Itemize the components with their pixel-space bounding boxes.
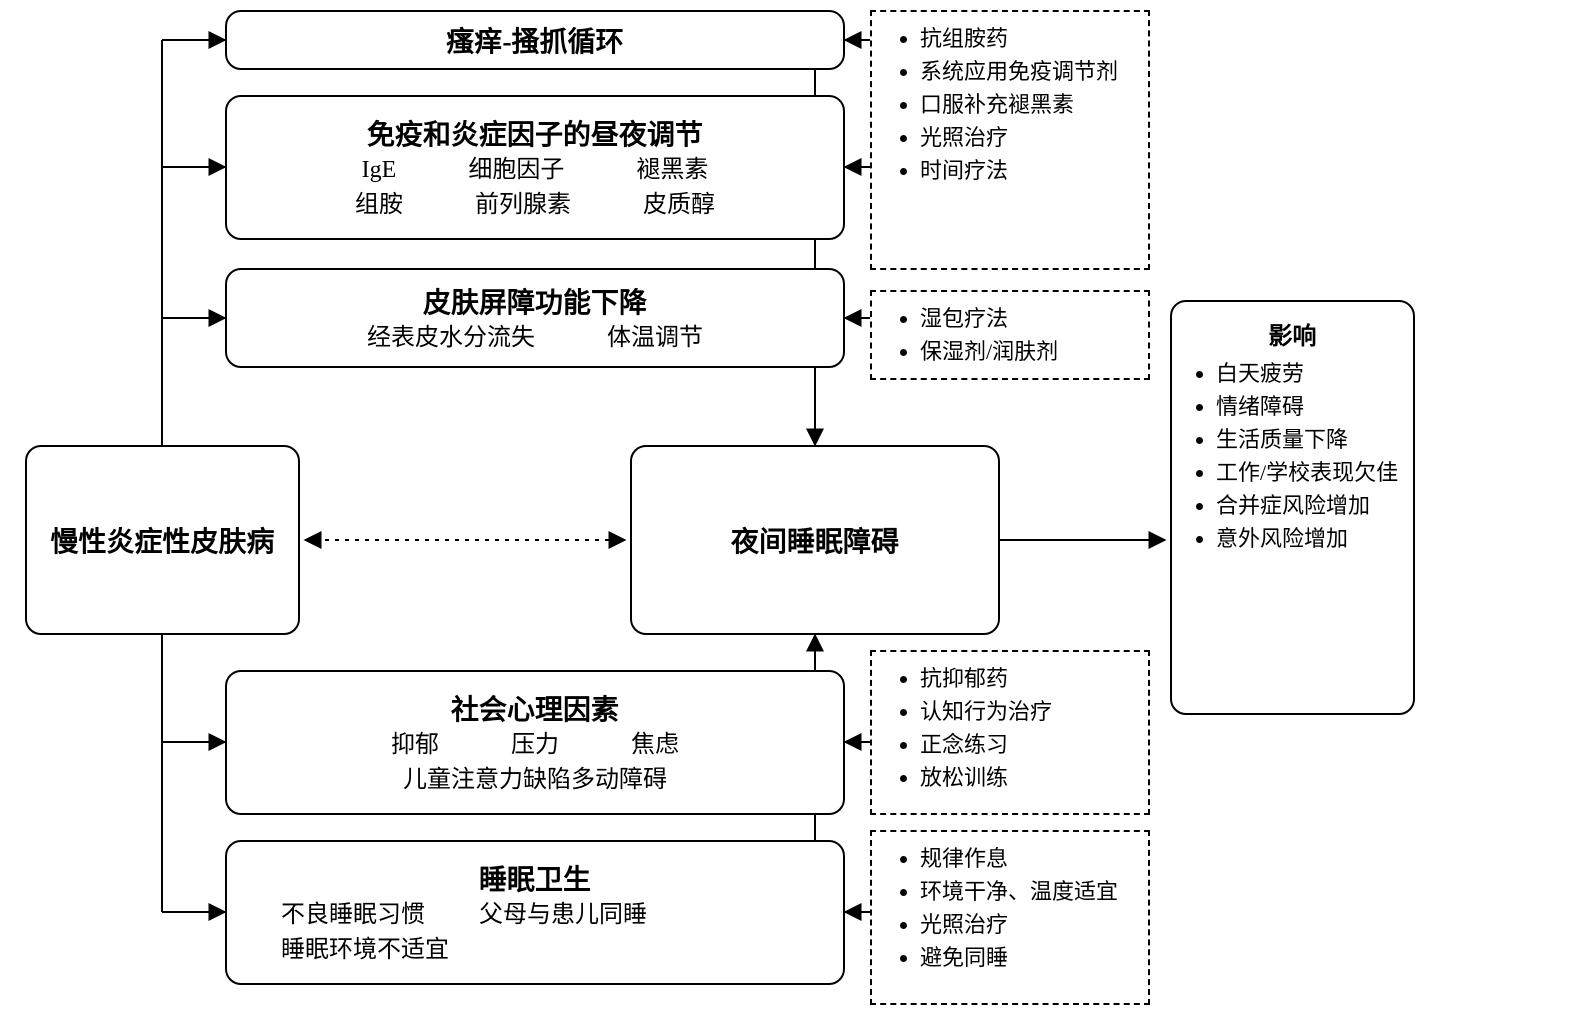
list-item: 工作/学校表现欠佳	[1216, 456, 1399, 489]
node-title: 瘙痒-搔抓循环	[446, 20, 623, 60]
diagram-canvas: 慢性炎症性皮肤病 夜间睡眠障碍 瘙痒-搔抓循环 免疫和炎症因子的昼夜调节 IgE…	[0, 0, 1592, 1023]
node-title: 夜间睡眠障碍	[731, 520, 899, 560]
node-title: 社会心理因素	[451, 688, 619, 728]
node-title: 慢性炎症性皮肤病	[50, 520, 274, 560]
node-hygiene: 睡眠卫生 不良睡眠习惯 父母与患儿同睡 睡眠环境不适宜	[225, 840, 845, 985]
node-left-main: 慢性炎症性皮肤病	[25, 445, 300, 635]
node-sub: 抑郁 压力 焦虑	[391, 728, 679, 763]
node-sub: 睡眠环境不适宜	[241, 933, 449, 968]
list-item: 生活质量下降	[1216, 423, 1399, 456]
effects-box: 影响 白天疲劳 情绪障碍 生活质量下降 工作/学校表现欠佳 合并症风险增加 意外…	[1170, 300, 1415, 715]
dashed-treatments-1: 抗组胺药 系统应用免疫调节剂 口服补充褪黑素 光照治疗 时间疗法	[870, 10, 1150, 270]
list-item: 意外风险增加	[1216, 522, 1399, 555]
list-item: 湿包疗法	[920, 302, 1130, 335]
list: 抗抑郁药 认知行为治疗 正念练习 放松训练	[890, 662, 1130, 794]
list-item: 情绪障碍	[1216, 390, 1399, 423]
list-item: 保湿剂/润肤剂	[920, 335, 1130, 368]
node-sub: IgE 细胞因子 褪黑素	[362, 153, 709, 188]
list-item: 抗抑郁药	[920, 662, 1130, 695]
list-item: 系统应用免疫调节剂	[920, 55, 1130, 88]
list-item: 合并症风险增加	[1216, 489, 1399, 522]
list: 规律作息 环境干净、温度适宜 光照治疗 避免同睡	[890, 842, 1130, 974]
list-item: 认知行为治疗	[920, 695, 1130, 728]
node-sub: 不良睡眠习惯 父母与患儿同睡	[241, 898, 647, 933]
list-item: 避免同睡	[920, 941, 1130, 974]
dashed-treatments-4: 规律作息 环境干净、温度适宜 光照治疗 避免同睡	[870, 830, 1150, 1005]
node-immune: 免疫和炎症因子的昼夜调节 IgE 细胞因子 褪黑素 组胺 前列腺素 皮质醇	[225, 95, 845, 240]
list: 抗组胺药 系统应用免疫调节剂 口服补充褪黑素 光照治疗 时间疗法	[890, 22, 1130, 187]
dashed-treatments-2: 湿包疗法 保湿剂/润肤剂	[870, 290, 1150, 380]
list-item: 口服补充褪黑素	[920, 88, 1130, 121]
list-item: 白天疲劳	[1216, 357, 1399, 390]
list-item: 规律作息	[920, 842, 1130, 875]
list-item: 光照治疗	[920, 121, 1130, 154]
node-title: 睡眠卫生	[479, 858, 591, 898]
list-item: 抗组胺药	[920, 22, 1130, 55]
list-item: 放松训练	[920, 761, 1130, 794]
list-item: 光照治疗	[920, 908, 1130, 941]
effects-title: 影响	[1186, 316, 1399, 351]
node-barrier: 皮肤屏障功能下降 经表皮水分流失 体温调节	[225, 268, 845, 368]
node-psych: 社会心理因素 抑郁 压力 焦虑 儿童注意力缺陷多动障碍	[225, 670, 845, 815]
node-itch: 瘙痒-搔抓循环	[225, 10, 845, 70]
node-right-main: 夜间睡眠障碍	[630, 445, 1000, 635]
node-sub: 儿童注意力缺陷多动障碍	[403, 763, 667, 798]
node-sub: 经表皮水分流失 体温调节	[367, 321, 703, 356]
node-sub: 组胺 前列腺素 皮质醇	[355, 188, 715, 223]
node-title: 免疫和炎症因子的昼夜调节	[367, 113, 703, 153]
list-item: 时间疗法	[920, 154, 1130, 187]
dashed-treatments-3: 抗抑郁药 认知行为治疗 正念练习 放松训练	[870, 650, 1150, 815]
list: 湿包疗法 保湿剂/润肤剂	[890, 302, 1130, 368]
list: 白天疲劳 情绪障碍 生活质量下降 工作/学校表现欠佳 合并症风险增加 意外风险增…	[1186, 357, 1399, 555]
node-title: 皮肤屏障功能下降	[423, 281, 647, 321]
list-item: 环境干净、温度适宜	[920, 875, 1130, 908]
list-item: 正念练习	[920, 728, 1130, 761]
